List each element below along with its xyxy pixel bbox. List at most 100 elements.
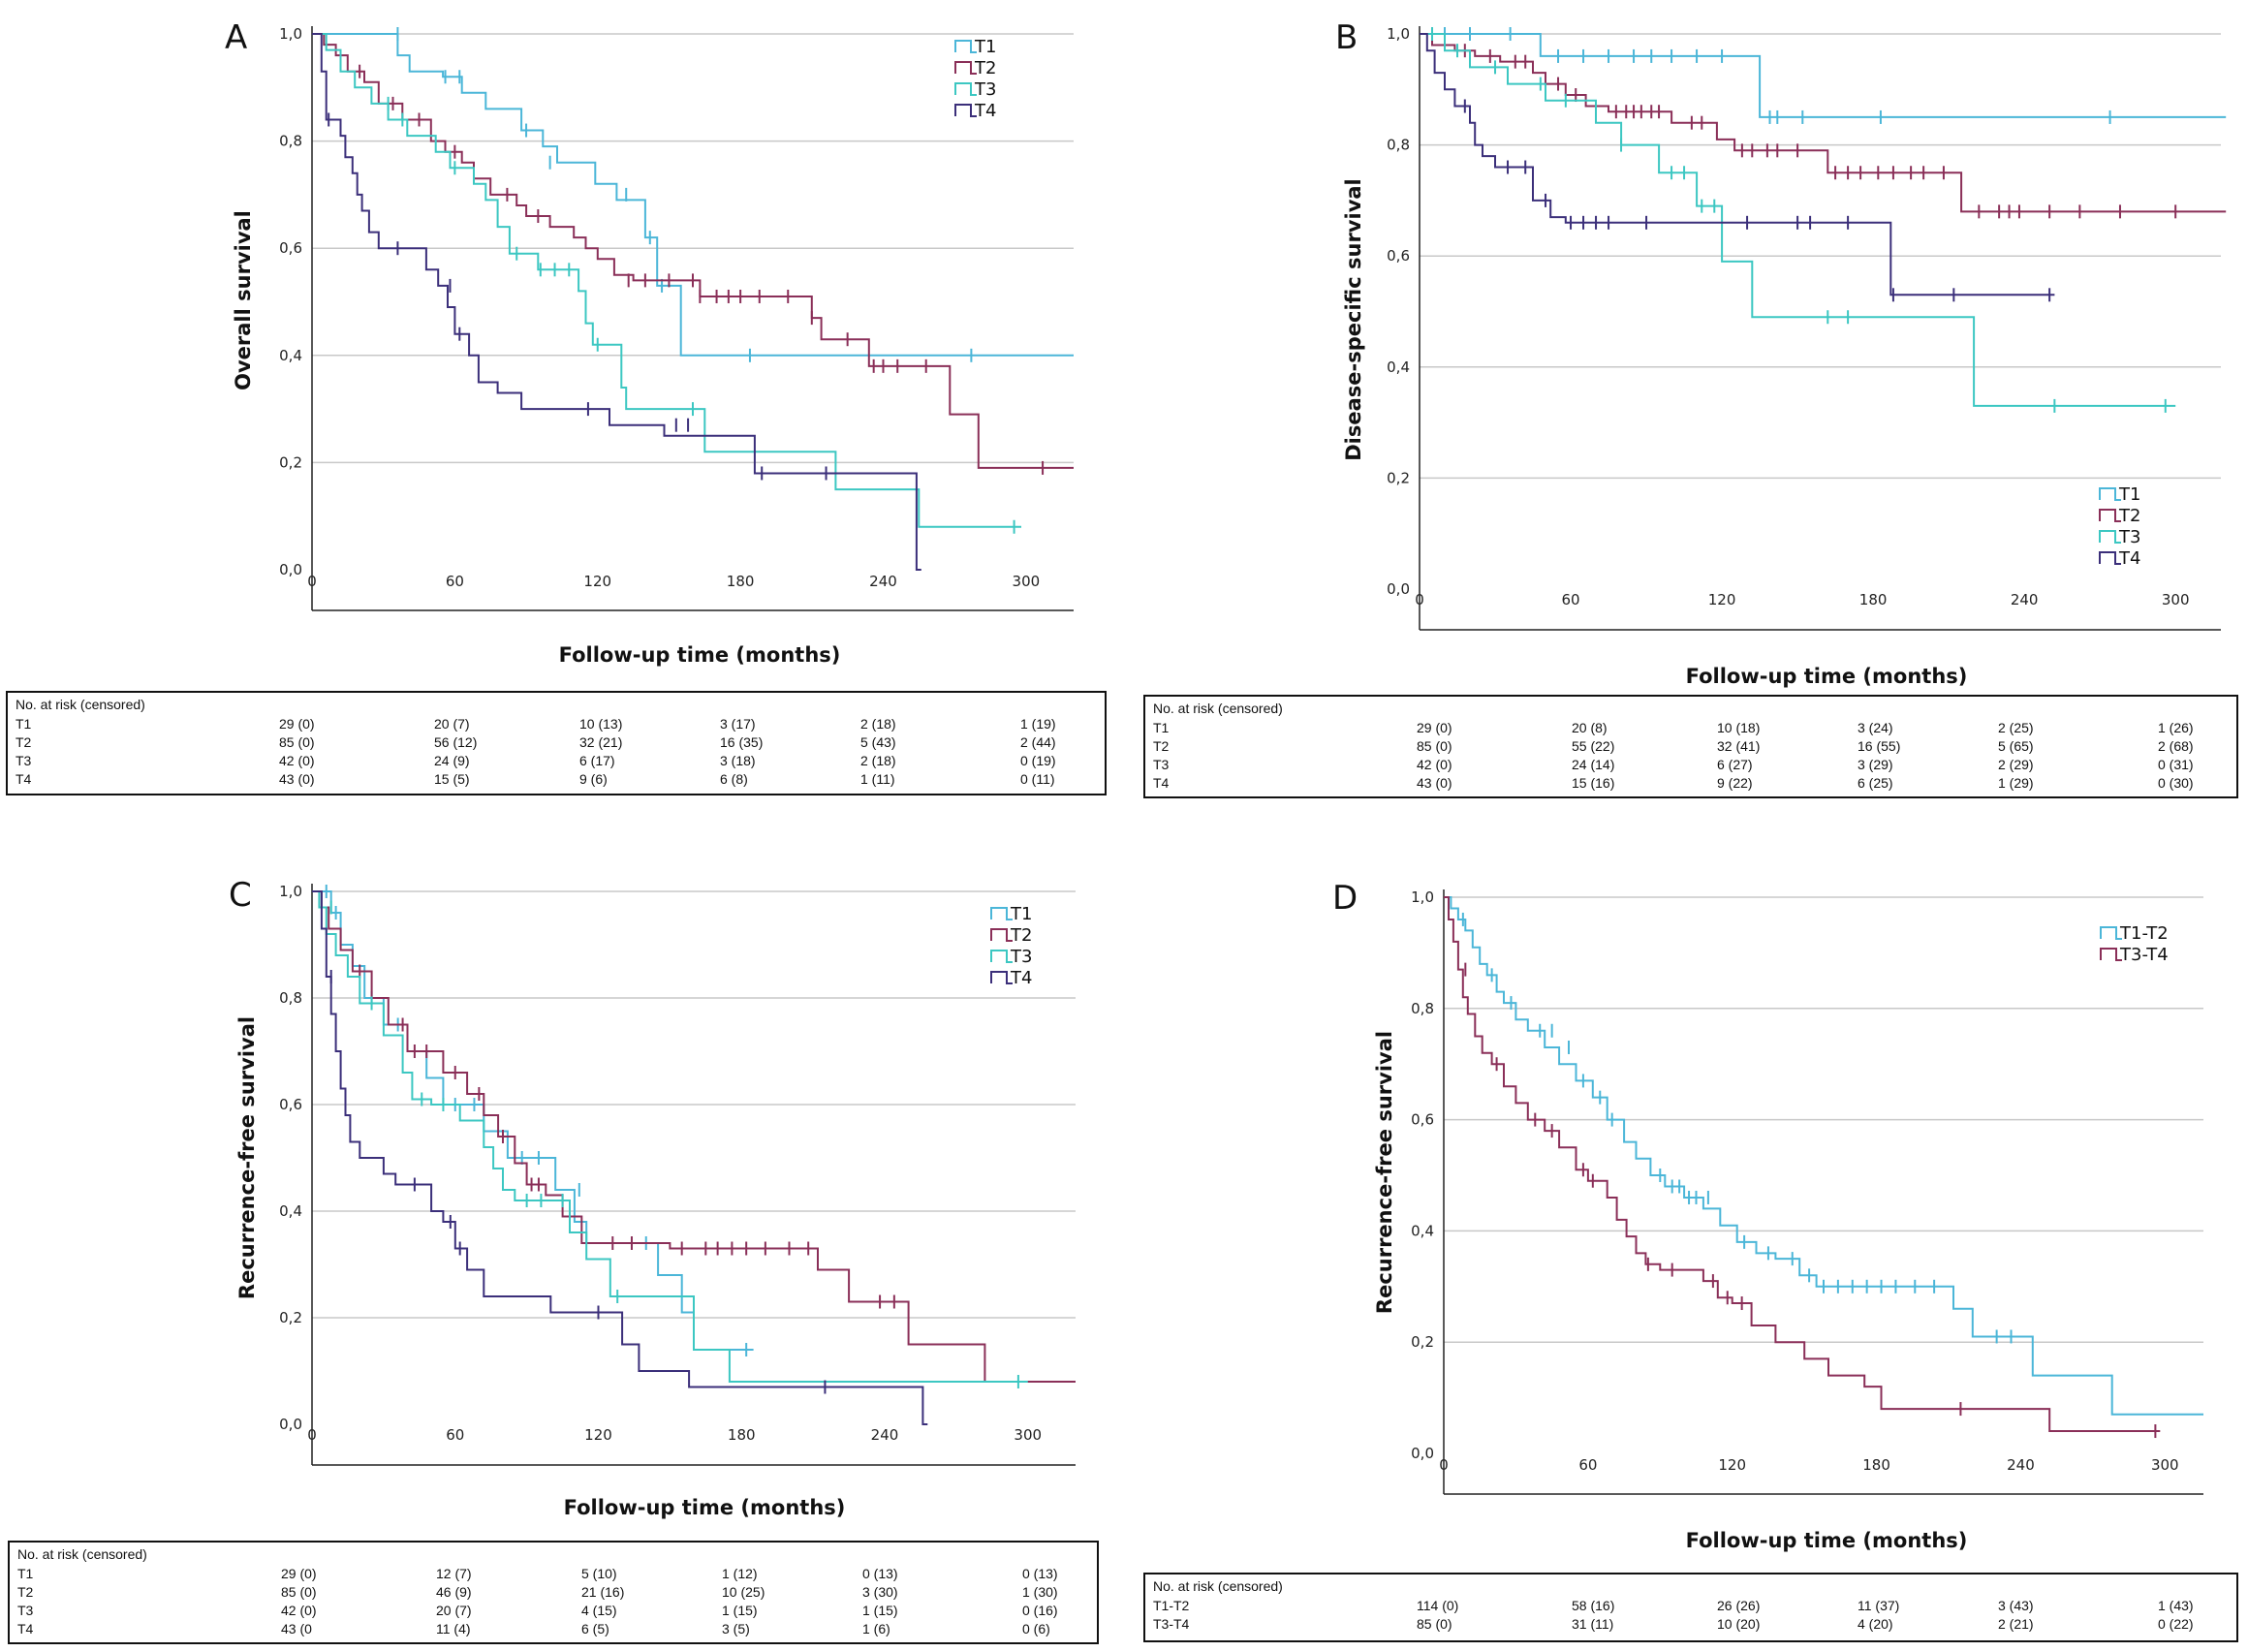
x-tick-label: 60 — [446, 573, 464, 590]
legend-swatch — [2100, 926, 2122, 940]
series-line-t1-t2 — [1444, 896, 2203, 1416]
legend-swatch — [954, 61, 977, 75]
y-tick-label: 0,0 — [279, 561, 302, 578]
risk-table-row: T1 29 (0) 20 (8) 10 (18) 3 (24) 2 (25) 1 (26) — [1145, 720, 2236, 738]
x-tick-label: 120 — [583, 573, 611, 590]
risk-cell: 26 (26) — [1717, 1598, 1761, 1613]
risk-cell: 2 (29) — [1998, 757, 2034, 772]
legend-label: T2 — [974, 58, 996, 78]
x-tick-label: 180 — [1862, 1456, 1890, 1474]
risk-table-row: T4 43 (0) 15 (16) 9 (22) 6 (25) 1 (29) 0 (30) — [1145, 775, 2236, 794]
series-line-t2 — [1420, 33, 2227, 213]
risk-cell: 3 (24) — [1858, 720, 1893, 735]
risk-row-label: T2 — [1153, 738, 1170, 754]
y-tick-label: 0,2 — [279, 1309, 302, 1326]
risk-cell: 10 (20) — [1717, 1616, 1761, 1632]
risk-cell: 1 (19) — [1020, 716, 1056, 732]
risk-table-row: T3 42 (0) 24 (9) 6 (17) 3 (18) 2 (18) 0 (19) — [8, 753, 1105, 771]
y-tick-label: 0,8 — [1387, 137, 1410, 154]
legend-label: T1-T2 — [2119, 923, 2169, 944]
chart-panel-c: C 0,0 0,2 0,4 0,6 0,8 1,0 0 60 120 180 240 300 Follow… — [229, 876, 1076, 1519]
risk-cell: 6 (25) — [1858, 775, 1893, 791]
series-line-t3 — [1420, 33, 2176, 407]
risk-cell: 0 (19) — [1020, 753, 1056, 768]
risk-cell: 3 (17) — [720, 716, 756, 732]
legend-swatch — [990, 907, 1013, 920]
panel-letter: D — [1332, 879, 1358, 918]
series-line-t4 — [312, 890, 928, 1425]
risk-row-label: T1 — [1153, 720, 1170, 735]
x-axis-label: Follow-up time (months) — [559, 643, 841, 667]
risk-cell: 1 (15) — [722, 1603, 758, 1618]
risk-cell: 24 (14) — [1572, 757, 1615, 772]
y-tick-label: 0,2 — [1411, 1333, 1434, 1351]
risk-row-label: T3 — [16, 753, 32, 768]
risk-cell: 15 (5) — [434, 771, 470, 787]
risk-row-label: T4 — [17, 1621, 34, 1636]
x-tick-label: 300 — [2151, 1456, 2179, 1474]
legend-label: T1 — [2118, 484, 2140, 505]
risk-cell: 0 (30) — [2158, 775, 2194, 791]
x-tick-label: 180 — [728, 1426, 756, 1444]
risk-table-row: T4 43 (0 11 (4) 6 (5) 3 (5) 1 (6) 0 (6) — [10, 1621, 1097, 1639]
x-tick-label: 60 — [446, 1426, 464, 1444]
risk-cell: 10 (25) — [722, 1584, 765, 1600]
legend-label: T3 — [1010, 947, 1032, 967]
risk-row-label: T2 — [17, 1584, 34, 1600]
risk-cell: 3 (43) — [1998, 1598, 2034, 1613]
y-tick-label: 0,6 — [1411, 1111, 1434, 1129]
legend-label: T2 — [2118, 506, 2140, 526]
risk-cell: 15 (16) — [1572, 775, 1615, 791]
risk-cell: 32 (21) — [579, 734, 623, 750]
x-tick-label: 60 — [1578, 1456, 1597, 1474]
risk-table-row: T2 85 (0) 56 (12) 32 (21) 16 (35) 5 (43) 2 (44… — [8, 734, 1105, 753]
risk-cell: 0 (22) — [2158, 1616, 2194, 1632]
series-line-t1 — [312, 33, 1074, 357]
risk-cell: 3 (30) — [862, 1584, 898, 1600]
risk-cell: 85 (0) — [1417, 1616, 1452, 1632]
y-tick-label: 0,6 — [1387, 247, 1410, 265]
x-tick-label: 180 — [1859, 591, 1888, 608]
y-tick-label: 1,0 — [1411, 888, 1434, 906]
series-line-t1 — [1420, 33, 2227, 118]
series-line-t1 — [312, 890, 754, 1351]
legend-label: T4 — [1010, 968, 1032, 988]
legend-swatch — [2099, 487, 2121, 501]
risk-cell: 1 (12) — [722, 1566, 758, 1581]
x-tick-label: 60 — [1561, 591, 1579, 608]
legend-swatch — [2099, 530, 2121, 544]
y-tick-label: 0,4 — [1387, 358, 1410, 376]
risk-row-label: T2 — [16, 734, 32, 750]
risk-cell: 3 (29) — [1858, 757, 1893, 772]
risk-cell: 16 (35) — [720, 734, 764, 750]
risk-table-d: No. at risk (censored) T1-T2 114 (0) 58 (16… — [1143, 1573, 2238, 1642]
x-tick-label: 120 — [584, 1426, 612, 1444]
risk-row-label: T3 — [1153, 757, 1170, 772]
y-tick-label: 0,8 — [279, 989, 302, 1007]
risk-cell: 6 (17) — [579, 753, 615, 768]
risk-cell: 11 (4) — [436, 1621, 471, 1636]
risk-cell: 43 (0) — [279, 771, 315, 787]
x-tick-label: 120 — [1718, 1456, 1746, 1474]
risk-cell: 11 (37) — [1858, 1598, 1900, 1613]
risk-cell: 10 (18) — [1717, 720, 1761, 735]
risk-table-row: T3 42 (0) 20 (7) 4 (15) 1 (15) 1 (15) 0 (16) — [10, 1603, 1097, 1621]
risk-table-row: T1-T2 114 (0) 58 (16) 26 (26) 11 (37) 3 (43) 1… — [1145, 1598, 2236, 1616]
y-tick-label: 1,0 — [279, 25, 302, 43]
risk-cell: 20 (7) — [434, 716, 470, 732]
risk-cell: 5 (10) — [581, 1566, 617, 1581]
risk-cell: 85 (0) — [1417, 738, 1452, 754]
risk-cell: 2 (68) — [2158, 738, 2194, 754]
legend-swatch — [2099, 551, 2121, 565]
x-axis-label: Follow-up time (months) — [1686, 1529, 1968, 1552]
legend-label: T1 — [974, 37, 996, 57]
risk-cell: 0 (6) — [1022, 1621, 1050, 1636]
y-tick-label: 0,4 — [279, 1202, 302, 1220]
risk-cell: 56 (12) — [434, 734, 478, 750]
legend-label: T4 — [2118, 548, 2140, 569]
x-tick-label: 240 — [869, 573, 897, 590]
risk-cell: 1 (30) — [1022, 1584, 1058, 1600]
y-axis-label: Overall survival — [232, 210, 255, 390]
risk-cell: 5 (43) — [860, 734, 896, 750]
risk-table-title: No. at risk (censored) — [1153, 1578, 1283, 1594]
